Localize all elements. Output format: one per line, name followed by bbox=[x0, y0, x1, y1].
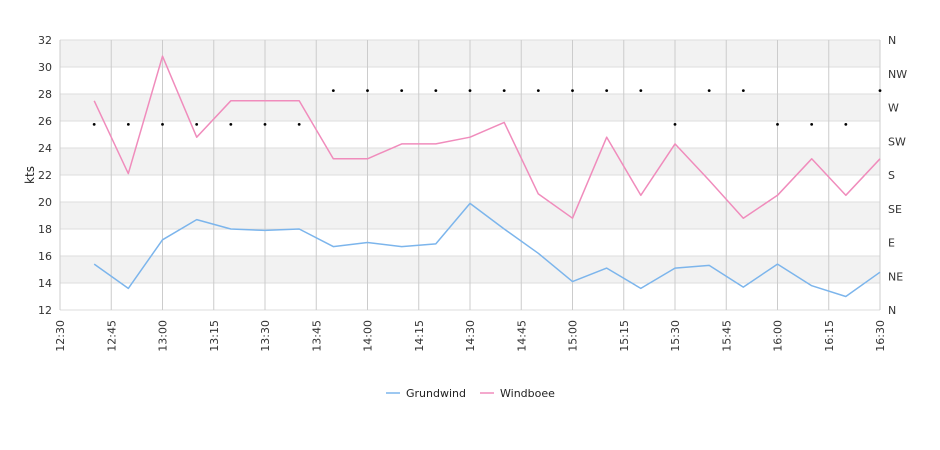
direction-point bbox=[502, 89, 506, 93]
x-tick-label: 14:00 bbox=[362, 320, 375, 352]
legend: Grundwind Windboee bbox=[386, 387, 555, 400]
direction-point bbox=[605, 89, 609, 93]
y2-tick-label: NE bbox=[888, 270, 903, 283]
y2-tick-label: SW bbox=[888, 135, 906, 148]
y2-axis-ticks: N NE E SE S SW W NW N bbox=[888, 34, 907, 317]
direction-point bbox=[673, 122, 677, 126]
direction-point bbox=[741, 89, 745, 93]
y2-tick-label: W bbox=[888, 102, 899, 115]
x-tick-label: 15:15 bbox=[618, 320, 631, 352]
y-axis-title: kts bbox=[23, 166, 37, 184]
x-tick-label: 14:45 bbox=[515, 320, 528, 352]
series-line-grundwind bbox=[93, 202, 881, 298]
direction-point bbox=[434, 89, 438, 93]
x-tick-label: 14:15 bbox=[413, 320, 426, 352]
vertical-gridlines bbox=[59, 40, 881, 310]
y2-tick-label: N bbox=[888, 34, 896, 47]
direction-point bbox=[639, 89, 643, 93]
direction-point bbox=[810, 122, 814, 126]
x-tick-label: 16:15 bbox=[823, 320, 836, 352]
direction-markers bbox=[92, 89, 882, 126]
y-tick-label: 28 bbox=[38, 88, 52, 101]
x-tick-label: 16:00 bbox=[772, 320, 785, 352]
direction-point bbox=[263, 122, 267, 126]
y-tick-label: 30 bbox=[38, 61, 52, 74]
direction-point bbox=[707, 89, 711, 93]
x-tick-label: 13:00 bbox=[157, 320, 170, 352]
y2-tick-label: S bbox=[888, 169, 895, 182]
direction-point bbox=[92, 122, 96, 126]
y2-tick-label: NW bbox=[888, 68, 907, 81]
x-tick-label: 15:45 bbox=[720, 320, 733, 352]
x-tick-label: 13:45 bbox=[310, 320, 323, 352]
x-tick-label: 14:30 bbox=[464, 320, 477, 352]
y2-tick-label: E bbox=[888, 237, 895, 250]
direction-point bbox=[161, 122, 164, 126]
direction-point bbox=[878, 89, 882, 93]
direction-point bbox=[126, 122, 130, 126]
x-tick-label: 16:30 bbox=[874, 320, 887, 352]
legend-label: Windboee bbox=[500, 387, 555, 400]
direction-point bbox=[571, 89, 574, 93]
x-tick-label: 15:30 bbox=[669, 320, 682, 352]
y-tick-label: 22 bbox=[38, 169, 52, 182]
direction-point bbox=[297, 122, 301, 126]
direction-point bbox=[229, 122, 233, 126]
y-tick-label: 12 bbox=[38, 304, 52, 317]
y-tick-label: 26 bbox=[38, 115, 52, 128]
y-axis-ticks: 12 14 16 18 20 22 24 26 28 30 32 bbox=[38, 34, 52, 317]
y2-tick-label: N bbox=[888, 304, 896, 317]
y-tick-label: 14 bbox=[38, 277, 52, 290]
x-tick-label: 12:45 bbox=[105, 320, 118, 352]
x-tick-label: 13:15 bbox=[208, 320, 221, 352]
y-tick-label: 20 bbox=[38, 196, 52, 209]
y-tick-label: 18 bbox=[38, 223, 52, 236]
y-tick-label: 16 bbox=[38, 250, 52, 263]
y2-tick-label: SE bbox=[888, 203, 902, 216]
y-tick-label: 32 bbox=[38, 34, 52, 47]
x-tick-label: 15:00 bbox=[567, 320, 580, 352]
series-line-windboee bbox=[93, 55, 881, 219]
direction-point bbox=[366, 89, 369, 93]
direction-point bbox=[400, 89, 404, 93]
direction-point bbox=[331, 89, 335, 93]
y-tick-label: 24 bbox=[38, 142, 52, 155]
x-tick-label: 12:30 bbox=[54, 320, 67, 352]
direction-point bbox=[776, 122, 779, 126]
legend-label: Grundwind bbox=[406, 387, 466, 400]
x-tick-label: 13:30 bbox=[259, 320, 272, 352]
direction-point bbox=[195, 122, 199, 126]
direction-point bbox=[536, 89, 540, 93]
series-lines bbox=[93, 55, 881, 298]
x-axis-ticks: 12:30 12:45 13:00 13:15 13:30 13:45 14:00 14:15… bbox=[54, 320, 887, 352]
direction-point bbox=[844, 122, 848, 126]
direction-point bbox=[468, 89, 472, 93]
